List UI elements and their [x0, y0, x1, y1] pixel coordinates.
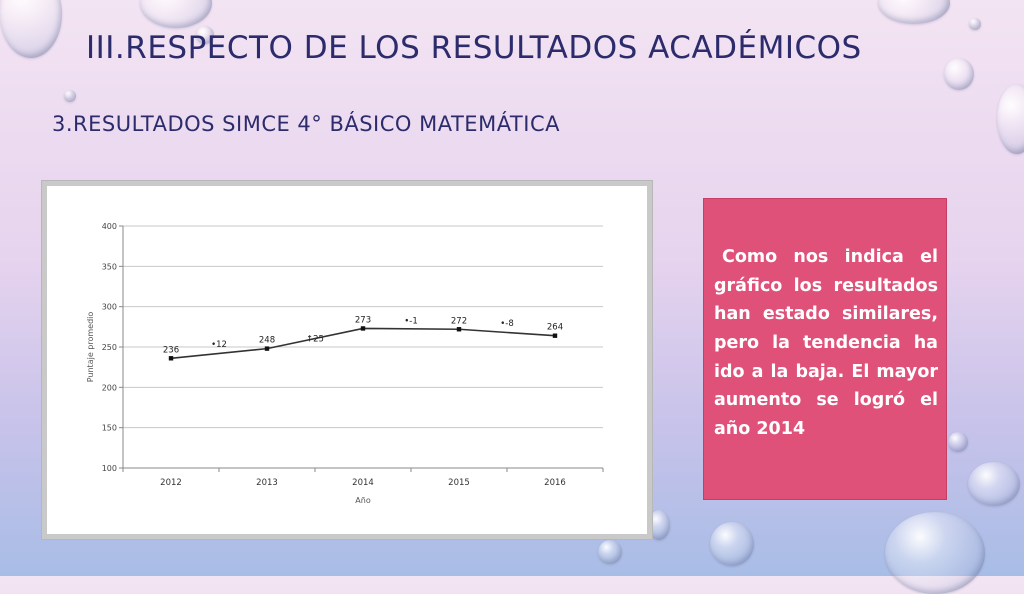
- comment-text: Como nos indica el gráfico los resultado…: [714, 247, 938, 440]
- water-drop-decoration: [969, 18, 981, 30]
- water-drop-decoration: [140, 0, 212, 28]
- x-axis-label: Año: [355, 496, 371, 505]
- y-tick-label: 100: [102, 464, 117, 473]
- change-label: •12: [211, 340, 227, 350]
- data-point: [456, 327, 462, 332]
- y-tick-label: 150: [102, 424, 117, 433]
- change-label: ↑25: [306, 334, 324, 344]
- x-tick-label: 2014: [352, 478, 374, 488]
- water-drop-decoration: [598, 540, 622, 564]
- x-tick-label: 2016: [544, 478, 566, 488]
- line-chart: 100 150 200 250 300 350 400 2012 2013 2014 2015 201…: [86, 222, 604, 505]
- y-axis-label: Puntaje promedio: [86, 312, 95, 383]
- page-title: III.RESPECTO DE LOS RESULTADOS ACADÉMICO…: [86, 30, 862, 66]
- series-line: [170, 327, 556, 360]
- y-tick-label: 350: [102, 262, 117, 271]
- water-drop-decoration: [968, 462, 1020, 506]
- section-subtitle: 3.RESULTADOS SIMCE 4° BÁSICO MATEMÁTICA: [52, 112, 560, 136]
- data-label: 236: [163, 345, 179, 355]
- water-drop-decoration: [196, 26, 214, 44]
- y-tick-label: 200: [102, 383, 117, 392]
- x-tick-label: 2015: [448, 478, 470, 488]
- y-tick-label: 300: [102, 303, 117, 312]
- change-label: •-1: [404, 317, 418, 327]
- data-label: 248: [259, 336, 275, 346]
- x-tick-label: 2012: [160, 478, 182, 488]
- data-point: [552, 333, 558, 338]
- y-tick-label: 250: [102, 343, 117, 352]
- data-point: [360, 326, 366, 331]
- y-tick-label: 400: [102, 222, 117, 231]
- data-point: [168, 356, 174, 361]
- water-drop-decoration: [944, 58, 974, 90]
- chart-frame: 100 150 200 250 300 350 400 2012 2013 2014 2015 201…: [41, 180, 653, 540]
- water-drop-decoration: [997, 84, 1024, 154]
- water-drop-decoration: [878, 0, 950, 24]
- data-point: [264, 346, 270, 351]
- water-drop-decoration: [710, 522, 754, 566]
- water-drop-decoration: [948, 432, 968, 452]
- data-label: 264: [547, 323, 563, 333]
- data-label: 273: [355, 315, 371, 325]
- water-drop-decoration: [648, 510, 670, 540]
- water-drop-decoration: [885, 512, 985, 594]
- water-drop-decoration: [0, 0, 62, 58]
- data-label: 272: [451, 316, 467, 326]
- x-tick-label: 2013: [256, 478, 278, 488]
- comment-box: Como nos indica el gráfico los resultado…: [703, 198, 947, 500]
- change-label: •-8: [500, 319, 514, 329]
- water-drop-decoration: [64, 90, 76, 102]
